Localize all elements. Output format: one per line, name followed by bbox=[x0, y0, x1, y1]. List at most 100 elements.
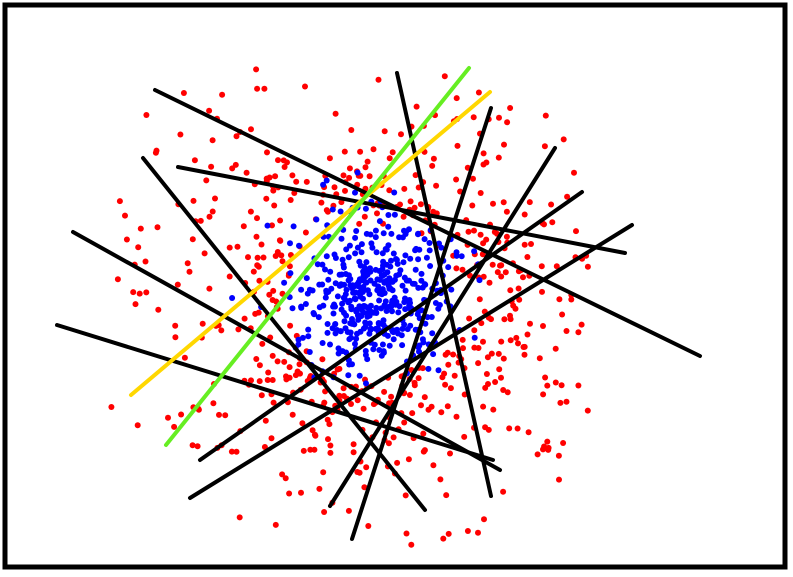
inner-class-point bbox=[372, 234, 379, 241]
outer-class-point bbox=[453, 265, 460, 272]
inner-class-point bbox=[289, 305, 296, 312]
inner-class-point bbox=[352, 340, 358, 347]
inner-class-point bbox=[367, 325, 374, 332]
outer-class-point bbox=[475, 89, 482, 96]
outer-class-point bbox=[476, 296, 483, 303]
outer-class-point bbox=[286, 263, 293, 270]
inner-class-point bbox=[383, 261, 390, 268]
outer-class-point bbox=[279, 471, 286, 478]
outer-class-point bbox=[206, 213, 213, 220]
green-separator-line bbox=[164, 66, 471, 447]
inner-class-point bbox=[401, 299, 408, 306]
outer-class-point bbox=[521, 241, 528, 248]
outer-class-point bbox=[557, 399, 564, 406]
outer-class-point bbox=[394, 459, 401, 466]
outer-class-point bbox=[549, 219, 556, 226]
outer-class-point bbox=[485, 381, 491, 387]
outer-class-point bbox=[130, 289, 137, 296]
inner-class-point bbox=[471, 248, 478, 255]
inner-class-point bbox=[381, 279, 388, 286]
inner-class-point bbox=[373, 310, 380, 316]
inner-class-point bbox=[366, 320, 373, 327]
inner-class-point bbox=[390, 336, 397, 343]
outer-class-point bbox=[515, 340, 521, 347]
candidate-line-10 bbox=[188, 223, 634, 500]
outer-class-point bbox=[209, 208, 216, 215]
inner-class-point bbox=[311, 311, 318, 318]
inner-class-point bbox=[390, 250, 397, 257]
outer-class-point bbox=[177, 131, 184, 138]
outer-class-point bbox=[477, 231, 484, 238]
outer-class-point bbox=[354, 469, 361, 475]
outer-class-point bbox=[259, 340, 266, 347]
inner-class-point bbox=[339, 256, 346, 263]
inner-class-point bbox=[338, 281, 345, 288]
outer-class-point bbox=[152, 149, 159, 156]
inner-class-point bbox=[350, 283, 357, 290]
inner-class-point bbox=[360, 283, 367, 290]
inner-class-point bbox=[448, 286, 455, 293]
inner-class-point bbox=[402, 252, 409, 259]
outer-class-point bbox=[178, 411, 185, 418]
outer-class-point bbox=[419, 365, 426, 372]
inner-class-point bbox=[435, 367, 442, 374]
outer-class-point bbox=[299, 420, 306, 427]
outer-class-point bbox=[521, 211, 528, 218]
outer-class-point bbox=[552, 345, 559, 352]
inner-class-point bbox=[319, 340, 326, 346]
outer-class-point bbox=[515, 285, 522, 292]
inner-class-point bbox=[330, 310, 337, 317]
outer-class-point bbox=[234, 243, 241, 250]
outer-class-point bbox=[277, 217, 284, 224]
outer-class-point bbox=[507, 312, 513, 319]
outer-class-point bbox=[287, 322, 294, 329]
outer-class-point bbox=[253, 356, 260, 362]
outer-class-point bbox=[243, 169, 250, 176]
outer-class-point bbox=[281, 164, 288, 170]
inner-class-point bbox=[323, 177, 330, 184]
outer-class-point bbox=[488, 350, 495, 357]
outer-class-point bbox=[541, 221, 547, 228]
outer-class-point bbox=[552, 379, 559, 386]
outer-class-point bbox=[507, 337, 514, 344]
inner-class-point bbox=[328, 285, 335, 292]
outer-class-point bbox=[229, 165, 236, 172]
inner-class-point bbox=[338, 306, 345, 313]
outer-class-point bbox=[498, 374, 504, 381]
inner-class-point bbox=[334, 293, 341, 300]
outer-class-point bbox=[281, 358, 288, 365]
outer-class-point bbox=[340, 385, 347, 392]
inner-class-point bbox=[396, 234, 403, 241]
outer-class-point bbox=[512, 305, 519, 312]
inner-class-point bbox=[363, 230, 370, 237]
inner-class-point bbox=[357, 288, 364, 295]
outer-class-point bbox=[483, 371, 490, 377]
outer-class-point bbox=[555, 452, 562, 459]
outer-class-point bbox=[489, 261, 496, 268]
outer-class-point bbox=[303, 178, 310, 185]
outer-class-point bbox=[411, 204, 418, 211]
outer-class-point bbox=[135, 244, 142, 251]
outer-class-point bbox=[311, 431, 318, 438]
outer-class-point bbox=[560, 440, 567, 446]
outer-class-point bbox=[235, 326, 242, 333]
outer-class-point bbox=[524, 331, 531, 338]
outer-class-point bbox=[442, 381, 449, 388]
inner-class-point bbox=[353, 335, 360, 342]
outer-class-point bbox=[325, 436, 331, 443]
outer-class-point bbox=[544, 382, 551, 389]
outer-class-point bbox=[460, 345, 466, 352]
outer-class-point bbox=[402, 492, 409, 499]
outer-class-point bbox=[475, 345, 482, 351]
outer-class-point bbox=[208, 163, 215, 170]
outer-class-point bbox=[483, 236, 490, 243]
outer-class-point bbox=[494, 269, 501, 276]
inner-class-point bbox=[264, 222, 271, 229]
inner-class-point bbox=[383, 308, 390, 314]
outer-class-point bbox=[390, 434, 397, 441]
outer-class-point bbox=[480, 338, 486, 345]
outer-class-point bbox=[142, 258, 149, 265]
outer-class-point bbox=[287, 197, 294, 203]
outer-class-point bbox=[500, 387, 507, 393]
inner-class-point bbox=[354, 244, 361, 251]
